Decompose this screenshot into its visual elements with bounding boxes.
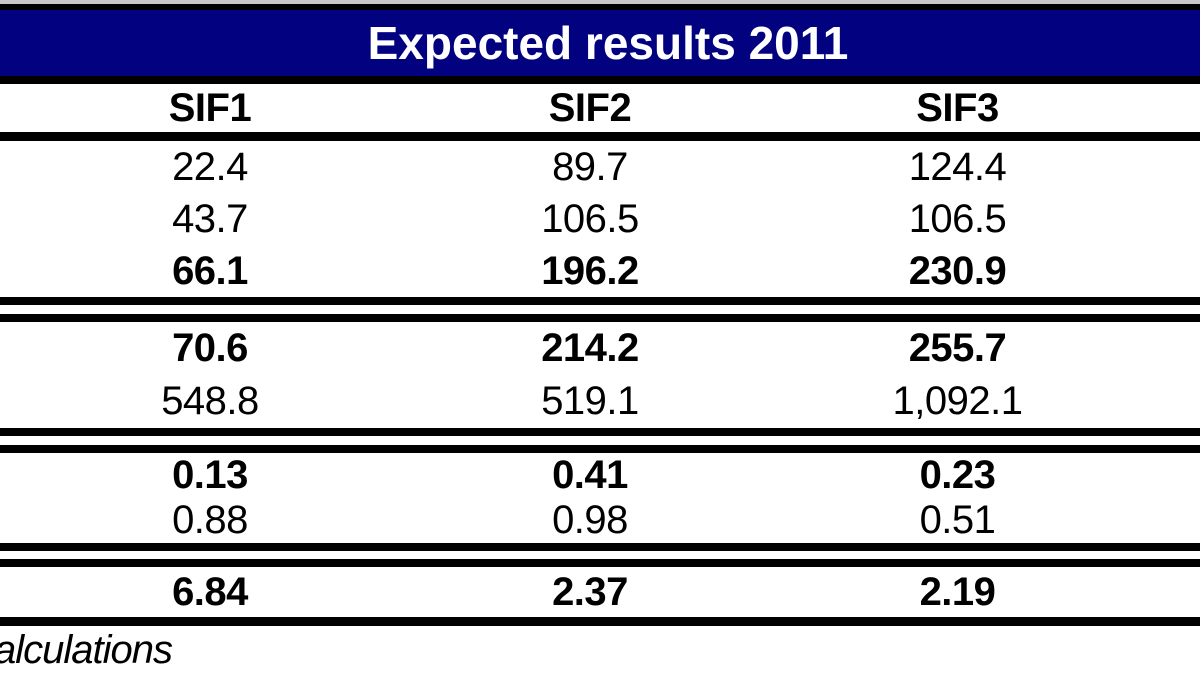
table-cell: 214.2 (541, 326, 639, 370)
crop-edge-strip (0, 0, 1200, 4)
table-cell: 124.4 (908, 144, 1007, 189)
table-title: Expected results 2011 (367, 17, 849, 69)
column-header-sif3: SIF3 (916, 85, 999, 130)
double-rule (0, 297, 1200, 322)
table-title-bar: Expected results 2011 (0, 4, 1200, 84)
table-cell: 0.41 (552, 453, 628, 497)
source-footnote: alculations (0, 628, 173, 672)
double-rule (0, 543, 1200, 567)
table-row-total: 0.13 0.41 0.23 (0, 453, 1200, 498)
double-rule (0, 428, 1200, 453)
table-row-total: 66.1 196.2 230.9 (0, 245, 1200, 297)
table-cell: 22.4 (172, 144, 248, 189)
table-row: 548.8 519.1 1,092.1 (0, 375, 1200, 428)
table-cell: 0.13 (172, 453, 248, 497)
table-cell: 519.1 (541, 379, 639, 423)
table-cell: 2.37 (552, 569, 628, 614)
table-row-total: 70.6 214.2 255.7 (0, 322, 1200, 375)
table-section-1: 22.4 89.7 124.4 43.7 106.5 106.5 66.1 19… (0, 141, 1200, 297)
table-row: 22.4 89.7 124.4 (0, 141, 1200, 193)
table-section-3: 0.13 0.41 0.23 0.88 0.98 0.51 (0, 453, 1200, 543)
table-cell: 6.84 (172, 569, 248, 614)
footnote-area: alculations (0, 626, 1200, 675)
column-header-sif1: SIF1 (168, 85, 252, 130)
table-cell: 0.88 (172, 498, 248, 542)
column-header-row: SIF1 SIF2 SIF3 (0, 84, 1200, 132)
table-cell: 2.19 (919, 569, 996, 614)
table-cell: 196.2 (541, 248, 639, 293)
rule-below-header (0, 132, 1200, 141)
table-section-2: 70.6 214.2 255.7 548.8 519.1 1,092.1 (0, 322, 1200, 428)
table-cell: 66.1 (172, 248, 248, 293)
table-cell: 255.7 (908, 326, 1007, 370)
table-cell: 1,092.1 (892, 379, 1023, 423)
table-cell: 0.98 (552, 498, 628, 542)
table-cell: 0.23 (919, 453, 996, 497)
table-row: 43.7 106.5 106.5 (0, 193, 1200, 245)
table-section-4: 6.84 2.37 2.19 (0, 567, 1200, 617)
table-cell: 230.9 (908, 248, 1007, 293)
table-cell: 548.8 (161, 379, 259, 423)
column-header-filler (1155, 84, 1200, 132)
table-cell: 89.7 (552, 144, 628, 189)
table-cell: 43.7 (172, 196, 248, 241)
table-cell: 70.6 (172, 326, 248, 370)
table-cell: 0.51 (919, 498, 996, 542)
table-row-total: 6.84 2.37 2.19 (0, 567, 1200, 617)
table-cell: 106.5 (541, 196, 639, 241)
table-cell: 106.5 (908, 196, 1007, 241)
column-header-sif2: SIF2 (548, 85, 632, 130)
rule-below-table (0, 617, 1200, 626)
table-row: 0.88 0.98 0.51 (0, 498, 1200, 543)
